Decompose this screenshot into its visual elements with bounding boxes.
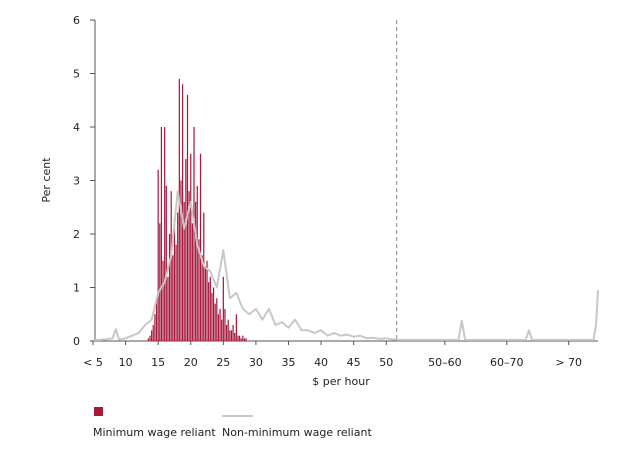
x-axis-label: $ per hour: [312, 375, 370, 388]
y-tick-label: 3: [73, 175, 80, 188]
y-axis-label: Per cent: [40, 157, 53, 203]
bar: [212, 287, 215, 341]
bar: [232, 324, 234, 341]
bar: [224, 308, 226, 341]
bar: [235, 314, 237, 341]
bar: [198, 239, 200, 341]
bar: [195, 201, 197, 341]
bar: [177, 212, 179, 341]
bar: [172, 255, 174, 341]
x-tick-label: 25: [216, 356, 230, 369]
y-tick-label: 4: [73, 121, 80, 134]
x-tick-label: 15: [151, 356, 165, 369]
bar: [237, 335, 239, 341]
bar: [165, 185, 167, 341]
bar: [173, 217, 176, 341]
bar: [242, 335, 244, 341]
bar: [168, 234, 171, 341]
bar: [221, 319, 223, 341]
bar: [209, 276, 211, 341]
x-tick-label: < 5: [83, 356, 103, 369]
bar: [217, 314, 220, 341]
bar: [245, 338, 247, 341]
bar: [151, 330, 153, 341]
bar: [219, 308, 221, 341]
bar: [203, 212, 205, 341]
bar: [154, 314, 156, 341]
line: [93, 190, 599, 341]
bar: [196, 185, 198, 341]
x-tick-label: > 70: [555, 356, 582, 369]
bar: [183, 201, 185, 341]
bar: [214, 303, 216, 341]
y-tick-label: 1: [73, 282, 80, 295]
x-tick-label: 10: [119, 356, 133, 369]
bar: [155, 298, 158, 341]
bar: [191, 223, 193, 341]
x-tick-label: 60–70: [490, 356, 524, 369]
bar: [164, 127, 166, 341]
bar: [208, 282, 210, 341]
legend: Minimum wage reliant Non-minimum wage rel…: [93, 407, 372, 439]
bar: [239, 335, 241, 341]
x-tick-label: 40: [314, 356, 328, 369]
bar: [230, 330, 233, 341]
bar: [243, 338, 246, 341]
bar: [162, 260, 164, 341]
bar: [225, 324, 228, 341]
bar: [147, 338, 149, 341]
bar: [193, 127, 195, 341]
y-tick-label: 2: [73, 228, 80, 241]
bar: [175, 244, 177, 341]
bar: [201, 255, 203, 341]
bar: [188, 191, 190, 341]
bar: [152, 324, 154, 341]
y-tick-label: 0: [73, 335, 80, 348]
legend-label: Minimum wage reliant: [93, 426, 216, 439]
bar: [206, 260, 208, 341]
bar: [216, 298, 218, 341]
bar: [204, 266, 207, 341]
bar: [199, 153, 202, 341]
bar: [170, 191, 172, 341]
bar: [222, 276, 224, 341]
bar: [149, 335, 151, 341]
bar: [229, 330, 231, 341]
y-tick-label: 5: [73, 68, 80, 81]
bar: [160, 127, 163, 341]
x-tick-label: 35: [281, 356, 295, 369]
bar: [185, 159, 187, 341]
bar: [190, 153, 192, 341]
x-tick-label: 30: [249, 356, 263, 369]
bar: [181, 84, 184, 341]
x-tick-label: 20: [184, 356, 198, 369]
bar: [234, 332, 236, 341]
legend-label: Non-minimum wage reliant: [222, 426, 372, 439]
bar: [227, 319, 229, 341]
x-tick-label: 50–60: [428, 356, 462, 369]
bar: [159, 223, 161, 341]
y-tick-label: 6: [73, 14, 80, 27]
x-tick-label: 45: [347, 356, 361, 369]
x-tick-label: 50: [379, 356, 393, 369]
bar: [180, 180, 182, 341]
bar: [167, 276, 169, 341]
bar: [178, 78, 180, 341]
bar: [157, 169, 159, 341]
bar: [211, 292, 213, 341]
bar: [240, 338, 242, 341]
legend-swatch: [94, 407, 103, 416]
